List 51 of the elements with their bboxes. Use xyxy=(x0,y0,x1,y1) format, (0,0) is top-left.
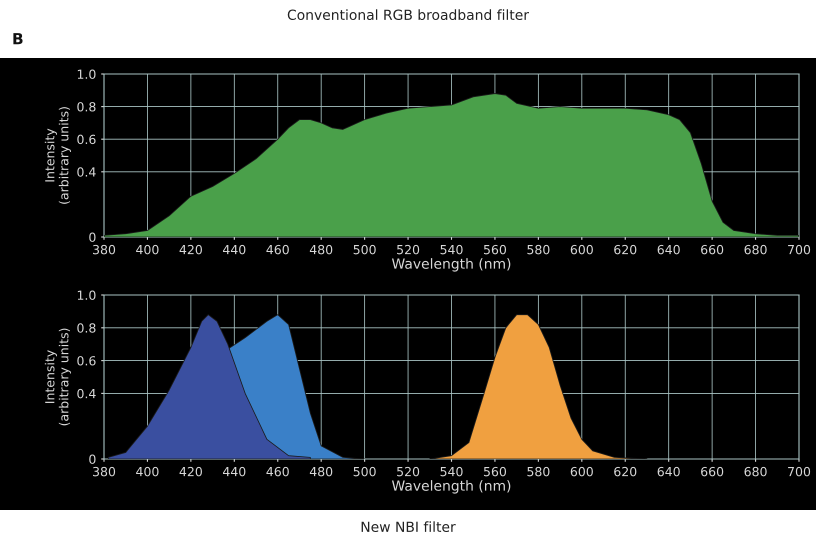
y-tick-label: 0 xyxy=(89,454,96,464)
x-tick-label: 520 xyxy=(397,466,420,476)
y-tick-label: 0.4 xyxy=(77,388,96,398)
y-tick-label: 0.6 xyxy=(77,356,96,366)
x-tick-label: 460 xyxy=(266,466,289,476)
x-tick-label: 620 xyxy=(614,466,636,476)
x-tick-label: 560 xyxy=(484,466,506,476)
x-tick-label: 380 xyxy=(93,466,116,476)
x-tick-label: 420 xyxy=(180,466,202,476)
x-tick-label: 440 xyxy=(222,244,246,254)
x-tick-label: 680 xyxy=(744,244,767,254)
x-tick-label: 540 xyxy=(440,244,463,254)
y-tick-label: 1.0 xyxy=(78,290,96,300)
x-tick-label: 500 xyxy=(354,466,376,476)
x-tick-label: 660 xyxy=(701,466,724,476)
x-tick-label: 400 xyxy=(136,466,159,476)
y-tick-label: 0.6 xyxy=(77,134,96,144)
y-tick-label: 0.4 xyxy=(77,167,96,177)
x-tick-label: 580 xyxy=(527,244,550,254)
x-axis-title: Wavelength (nm) xyxy=(392,480,510,494)
x-tick-label: 600 xyxy=(570,466,593,476)
y-axis-title: Intensity (arbitrary units) xyxy=(44,107,71,204)
x-tick-label: 700 xyxy=(788,466,810,476)
x-tick-label: 520 xyxy=(397,244,420,254)
x-tick-label: 500 xyxy=(354,244,376,254)
x-axis-title: Wavelength (nm) xyxy=(392,258,510,272)
x-tick-label: 440 xyxy=(222,466,246,476)
x-tick-label: 480 xyxy=(310,244,332,254)
text: New NBI filter xyxy=(362,521,456,532)
x-tick-label: 660 xyxy=(701,244,724,254)
x-tick-label: 480 xyxy=(310,466,332,476)
x-tick-label: 640 xyxy=(658,244,680,254)
y-tick-label: 0.8 xyxy=(77,102,96,112)
x-tick-label: 400 xyxy=(136,244,159,254)
x-tick-label: 380 xyxy=(93,244,116,254)
x-tick-label: 620 xyxy=(614,244,636,254)
y-tick-label: 0 xyxy=(89,232,96,242)
x-tick-label: 540 xyxy=(440,466,463,476)
x-tick-label: 580 xyxy=(527,466,550,476)
y-tick-label: 0.8 xyxy=(77,323,96,333)
y-tick-label: 1.0 xyxy=(78,69,96,79)
chart-title: Conventional RGB broadband filter xyxy=(288,9,530,20)
x-tick-label: 460 xyxy=(266,244,289,254)
x-tick-label: 700 xyxy=(788,244,810,254)
x-tick-label: 680 xyxy=(744,466,767,476)
y-axis-title: Intensity (arbitrary units) xyxy=(44,328,71,426)
x-tick-label: 560 xyxy=(484,244,506,254)
x-tick-label: 640 xyxy=(658,466,680,476)
x-tick-label: 420 xyxy=(180,244,202,254)
x-tick-label: 600 xyxy=(570,244,593,254)
text: B xyxy=(13,33,23,44)
